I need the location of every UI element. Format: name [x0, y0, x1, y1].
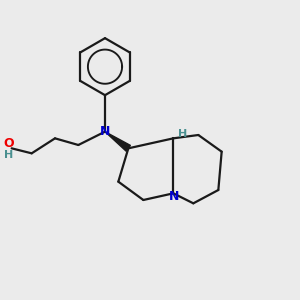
Text: H: H [4, 150, 13, 160]
Text: H: H [178, 129, 187, 139]
Text: O: O [3, 137, 14, 150]
Text: N: N [100, 125, 110, 138]
Polygon shape [105, 132, 130, 151]
Text: N: N [169, 190, 179, 203]
